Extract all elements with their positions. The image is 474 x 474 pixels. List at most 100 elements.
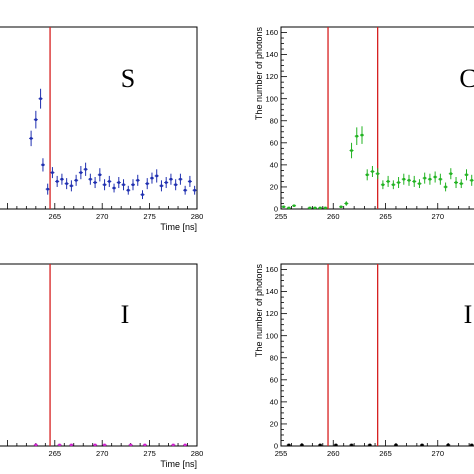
- data-marker: [394, 443, 398, 447]
- x-tick-label: 265: [49, 449, 62, 458]
- data-point: [171, 443, 176, 447]
- data-marker: [470, 179, 473, 182]
- data-point: [318, 443, 323, 447]
- data-marker: [74, 179, 78, 182]
- data-marker: [193, 189, 196, 192]
- data-point: [420, 443, 425, 447]
- panel-letter: I: [464, 300, 473, 329]
- data-point: [145, 178, 150, 190]
- data-marker: [117, 181, 120, 184]
- data-point: [112, 183, 117, 193]
- data-point: [391, 180, 396, 190]
- data-marker: [413, 180, 416, 183]
- data-point: [367, 443, 372, 447]
- data-point: [55, 175, 60, 187]
- y-tick-label: 120: [265, 309, 278, 318]
- data-marker: [172, 443, 175, 447]
- data-point: [323, 206, 328, 210]
- x-tick-label: 265: [49, 212, 62, 221]
- data-point: [69, 180, 74, 192]
- y-tick-label: 140: [265, 287, 278, 296]
- data-marker: [366, 173, 369, 177]
- data-point: [448, 168, 453, 180]
- data-marker: [131, 183, 135, 186]
- x-tick-label: 270: [431, 449, 444, 458]
- data-point: [407, 174, 412, 186]
- data-marker: [334, 443, 338, 447]
- data-point: [154, 169, 159, 183]
- data-marker: [350, 443, 353, 447]
- data-point: [438, 173, 443, 185]
- data-marker: [188, 180, 192, 183]
- data-point: [307, 206, 312, 210]
- data-point: [192, 185, 197, 195]
- data-marker: [65, 182, 68, 185]
- data-marker: [407, 179, 411, 182]
- y-tick-label: 40: [270, 160, 278, 169]
- data-point: [386, 175, 391, 187]
- data-marker: [55, 180, 59, 183]
- data-point: [469, 174, 474, 186]
- data-marker: [368, 443, 372, 447]
- data-point: [33, 110, 38, 129]
- data-marker: [423, 176, 426, 180]
- data-point: [380, 180, 385, 190]
- data-point: [443, 182, 448, 192]
- y-axis-title: The number of photons: [254, 27, 264, 121]
- data-marker: [418, 182, 421, 185]
- data-marker: [454, 181, 458, 184]
- data-marker: [146, 182, 149, 185]
- data-point: [183, 443, 188, 447]
- data-marker: [89, 178, 92, 181]
- plot-frame: [0, 263, 198, 447]
- data-marker: [143, 443, 147, 447]
- data-point: [64, 178, 69, 190]
- x-tick-label: 270: [96, 212, 109, 221]
- data-point: [135, 174, 140, 186]
- data-marker: [29, 137, 33, 140]
- data-point: [187, 175, 192, 187]
- data-marker: [108, 180, 111, 183]
- data-marker: [428, 178, 432, 181]
- data-marker: [287, 443, 291, 447]
- data-marker: [58, 443, 61, 447]
- x-tick-label: 275: [143, 212, 156, 221]
- x-tick-label: 260: [327, 449, 340, 458]
- y-tick-label: 80: [270, 116, 278, 125]
- data-point: [375, 168, 380, 180]
- data-point: [69, 443, 74, 447]
- data-point: [57, 443, 62, 447]
- y-tick-label: 0: [274, 442, 278, 451]
- data-marker: [164, 181, 168, 184]
- data-marker: [34, 443, 38, 447]
- data-marker: [112, 186, 116, 190]
- data-marker: [160, 184, 163, 188]
- data-marker: [103, 443, 106, 447]
- data-point: [281, 205, 286, 208]
- x-tick-label: 265: [379, 212, 392, 221]
- data-point: [292, 204, 297, 207]
- y-tick-label: 60: [270, 375, 278, 384]
- data-point: [446, 443, 451, 447]
- data-marker: [392, 183, 395, 186]
- data-point: [286, 443, 291, 447]
- y-tick-label: 120: [265, 72, 278, 81]
- data-point: [93, 443, 98, 447]
- data-marker: [360, 133, 364, 137]
- y-tick-label: 20: [270, 183, 278, 192]
- data-point: [396, 177, 401, 189]
- data-marker: [433, 175, 437, 179]
- data-marker: [420, 443, 424, 447]
- data-marker: [93, 443, 97, 447]
- data-marker: [470, 443, 473, 447]
- data-point: [344, 201, 349, 206]
- data-point: [88, 173, 93, 185]
- data-point: [286, 206, 291, 210]
- data-marker: [318, 206, 322, 210]
- data-marker: [376, 172, 379, 175]
- data-point: [126, 185, 131, 195]
- data-marker: [70, 443, 73, 447]
- data-point: [128, 443, 133, 447]
- data-marker: [60, 178, 64, 181]
